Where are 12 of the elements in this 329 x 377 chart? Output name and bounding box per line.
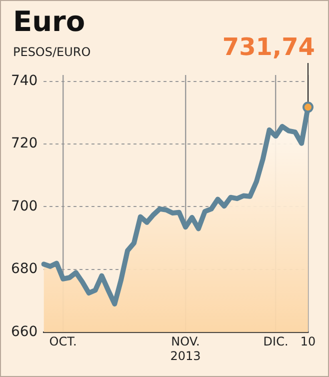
- y-tick-label: 720: [10, 136, 38, 152]
- x-tick-label: NOV. 2013: [170, 334, 201, 363]
- y-tick-label: 660: [10, 324, 38, 340]
- chart-title: Euro: [13, 5, 86, 38]
- y-tick-label: 740: [10, 72, 38, 89]
- x-tick-label: DIC.: [263, 334, 288, 349]
- annotation: 731,74: [222, 33, 315, 62]
- y-tick-label: 700: [10, 198, 38, 214]
- x-tick-label: OCT.: [49, 334, 77, 349]
- y-tick-label: 680: [10, 261, 38, 278]
- y-axis-title: PESOS/EURO: [13, 45, 91, 59]
- x-tick-label: 10: [300, 334, 316, 349]
